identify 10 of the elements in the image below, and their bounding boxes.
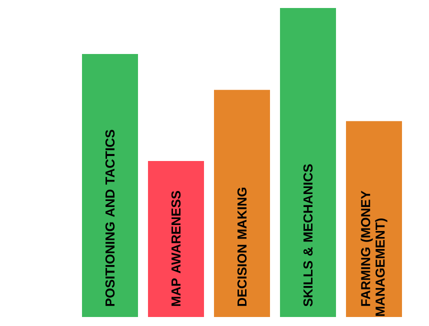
bar — [280, 8, 336, 317]
bar — [346, 121, 402, 317]
bar — [82, 54, 138, 317]
x-tick-label: DECISION MAKING — [237, 188, 247, 306]
x-tick-label: FARMING (MONEY MANAGEMENT) — [360, 190, 388, 316]
bar — [148, 160, 204, 317]
x-tick-label: POSITIONING AND TACTICS — [105, 130, 115, 306]
x-tick-label: SKILLS & MECHANICS — [303, 164, 313, 306]
bar — [214, 90, 270, 317]
x-tick-label: MAP AWARENESS — [171, 191, 181, 306]
